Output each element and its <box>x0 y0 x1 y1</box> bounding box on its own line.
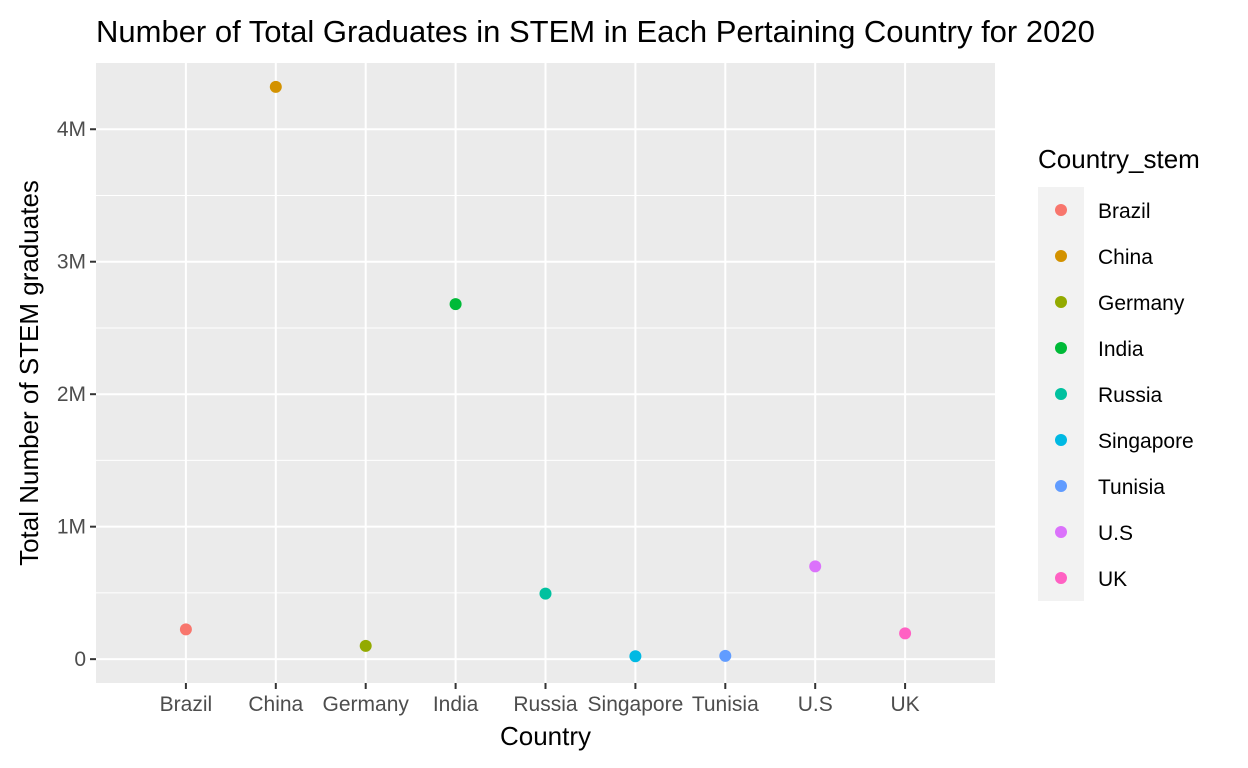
legend-label: China <box>1098 246 1153 269</box>
legend-label: U.S <box>1098 522 1133 545</box>
data-point-tunisia <box>719 649 732 662</box>
legend-key <box>1055 572 1067 584</box>
legend-label: India <box>1098 338 1144 361</box>
legend-key <box>1055 296 1067 308</box>
y-tick-label: 4M <box>57 118 86 141</box>
legend-items: Brazil China Germany India Russia Singapore Tu… <box>1055 200 1194 591</box>
legend-label: Germany <box>1098 292 1185 315</box>
x-tick-label: Russia <box>513 693 578 716</box>
data-point-germany <box>359 639 372 652</box>
y-tick-label: 3M <box>57 251 86 274</box>
data-point-brazil <box>179 623 192 636</box>
legend-key <box>1055 434 1067 446</box>
data-point-uk <box>899 627 912 640</box>
data-points <box>179 80 912 663</box>
legend-key <box>1055 204 1067 216</box>
data-point-india <box>449 298 462 311</box>
x-axis-title: Country <box>500 721 591 751</box>
data-point-u-s <box>809 560 822 573</box>
chart-title: Number of Total Graduates in STEM in Eac… <box>96 14 1095 49</box>
y-tick-label: 0 <box>74 648 86 671</box>
legend-label: Brazil <box>1098 200 1151 223</box>
legend-key <box>1055 526 1067 538</box>
legend-key <box>1055 342 1067 354</box>
y-axis-title: Total Number of STEM graduates <box>14 180 44 566</box>
legend-key <box>1055 388 1067 400</box>
legend-key <box>1055 480 1067 492</box>
x-axis: Brazil China Germany India Russia Singapore Tu… <box>160 683 920 716</box>
x-tick-label: China <box>248 693 303 716</box>
legend-label: Tunisia <box>1098 476 1165 499</box>
data-point-china <box>269 80 282 93</box>
y-axis: 0 1M 2M 3M 4M <box>57 118 96 671</box>
y-tick-label: 1M <box>57 516 86 539</box>
legend-label: UK <box>1098 568 1127 591</box>
legend-title: Country_stem <box>1038 144 1200 174</box>
x-tick-label: Singapore <box>588 693 684 716</box>
x-tick-label: U.S <box>798 693 833 716</box>
x-tick-label: UK <box>891 693 920 716</box>
x-tick-label: India <box>433 693 479 716</box>
x-tick-label: Brazil <box>160 693 213 716</box>
data-point-russia <box>539 587 552 600</box>
legend: Country_stem Brazil China Germany India Russ… <box>1038 144 1200 601</box>
legend-key <box>1055 250 1067 262</box>
legend-label: Singapore <box>1098 430 1194 453</box>
grid-lines <box>96 63 995 683</box>
data-point-singapore <box>629 650 642 663</box>
x-tick-label: Tunisia <box>692 693 759 716</box>
x-tick-label: Germany <box>323 693 410 716</box>
legend-label: Russia <box>1098 384 1163 407</box>
y-tick-label: 2M <box>57 383 86 406</box>
